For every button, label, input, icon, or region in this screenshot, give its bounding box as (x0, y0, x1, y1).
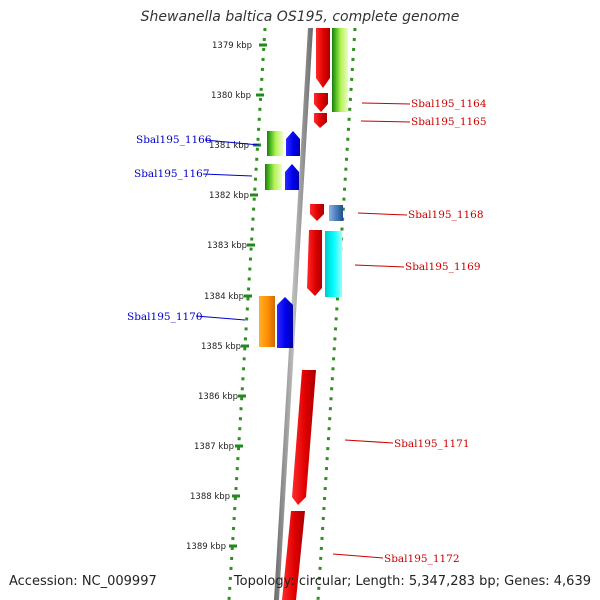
leader-sbal195-1165 (360, 120, 411, 123)
gene-sbal195-1168-red[interactable] (310, 204, 324, 221)
gene-sbal195-1166-green[interactable] (267, 131, 283, 156)
gene-sbal195-1166-blue[interactable] (286, 131, 300, 156)
tick-label-1382: 1382 kbp (209, 191, 249, 201)
label-sbal195-1167[interactable]: Sbal195_1167 (134, 168, 210, 180)
tick-label-1380: 1380 kbp (211, 91, 251, 101)
gene-sbal195-1169-red[interactable] (307, 230, 322, 296)
tick-label-1381: 1381 kbp (209, 141, 249, 151)
gene-sbal195-1165[interactable] (314, 113, 327, 128)
leader-sbal195-1166 (204, 139, 260, 146)
leader-sbal195-1164 (361, 102, 411, 105)
tick-label-1387: 1387 kbp (194, 442, 234, 452)
leader-sbal195-1172 (332, 553, 384, 559)
genome-summary-text: Topology: circular; Length: 5,347,283 bp… (233, 574, 591, 589)
leader-sbal195-1169 (354, 264, 405, 268)
gene-sbal195-1167-green[interactable] (265, 164, 282, 190)
genome-backbone (274, 28, 313, 600)
gene-sbal195-1169-cyan[interactable] (325, 231, 342, 297)
tick-label-1389: 1389 kbp (186, 542, 226, 552)
gene-sbal195-1171[interactable] (292, 370, 316, 505)
label-sbal195-1166[interactable]: Sbal195_1166 (136, 134, 212, 146)
label-sbal195-1170[interactable]: Sbal195_1170 (127, 311, 203, 323)
gene-red-small-a[interactable] (314, 93, 328, 112)
gene-sbal195-1167-blue[interactable] (285, 164, 299, 190)
leader-sbal195-1168 (357, 212, 408, 216)
gene-sbal195-1164-arrow[interactable] (316, 28, 330, 88)
accession-text: Accession: NC_009997 (9, 574, 157, 589)
label-sbal195-1171[interactable]: Sbal195_1171 (394, 438, 470, 450)
label-sbal195-1169[interactable]: Sbal195_1169 (405, 261, 481, 273)
tick-label-1379: 1379 kbp (212, 41, 252, 51)
tick-label-1386: 1386 kbp (198, 392, 238, 402)
label-sbal195-1165[interactable]: Sbal195_1165 (411, 116, 487, 128)
gene-sbal195-1164-green[interactable] (332, 28, 348, 112)
gene-sbal195-1172[interactable] (282, 511, 305, 600)
tick-label-1384: 1384 kbp (204, 292, 244, 302)
leader-sbal195-1170 (195, 315, 246, 321)
label-sbal195-1168[interactable]: Sbal195_1168 (408, 209, 484, 221)
label-sbal195-1164[interactable]: Sbal195_1164 (411, 98, 487, 110)
gene-sbal195-1168-steel[interactable] (329, 205, 343, 221)
tick-label-1388: 1388 kbp (190, 492, 230, 502)
gene-sbal195-1170-blue[interactable] (277, 297, 293, 348)
label-sbal195-1172[interactable]: Sbal195_1172 (384, 553, 460, 565)
tick-label-1385: 1385 kbp (201, 342, 241, 352)
tick-label-1383: 1383 kbp (207, 241, 247, 251)
leader-sbal195-1171 (344, 439, 394, 444)
gene-sbal195-1170-orange[interactable] (259, 296, 275, 347)
leader-sbal195-1167 (202, 173, 253, 177)
map-title: Shewanella baltica OS195, complete genom… (140, 9, 460, 25)
